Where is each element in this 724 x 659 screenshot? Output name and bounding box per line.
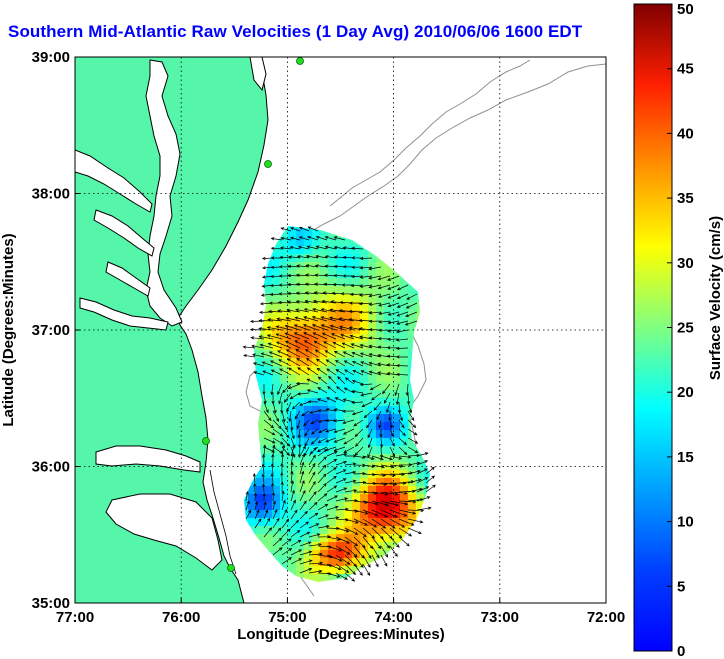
x-tick-label: 74:00 xyxy=(374,609,412,626)
x-tick-label: 76:00 xyxy=(162,609,200,626)
colorbar: 0 5 10 15 20 25 30 35 40 45 50 Surface Velocity (c… xyxy=(633,1,724,659)
x-tick-label: 73:00 xyxy=(481,609,519,626)
station-marker[interactable] xyxy=(264,160,272,168)
bathymetry-contour xyxy=(329,59,531,207)
y-tick-label: 36:00 xyxy=(32,459,70,476)
colorbar-tick-label: 30 xyxy=(677,255,694,272)
plot-frame xyxy=(74,56,607,604)
colorbar-tick-label: 25 xyxy=(677,320,694,337)
grid-lines xyxy=(74,56,607,604)
colorbar-tick-label: 5 xyxy=(677,578,685,595)
y-tick-label: 39:00 xyxy=(32,49,70,66)
x-tick-label: 72:00 xyxy=(587,609,625,626)
barrier-islands xyxy=(209,469,237,575)
bathymetry-contour xyxy=(407,329,427,463)
chesapeake-bay xyxy=(145,59,183,327)
albemarle-sound xyxy=(95,445,201,473)
x-axis-label: Longitude (Degrees:Minutes) xyxy=(237,626,445,643)
colorbar-label: Surface Velocity (cm/s) xyxy=(707,216,724,380)
delaware-bay xyxy=(249,57,267,92)
y-tick-label: 35:00 xyxy=(32,595,70,612)
y-tick-label: 37:00 xyxy=(32,322,70,339)
x-tick-label: 77:00 xyxy=(56,609,94,626)
york-river xyxy=(105,261,151,297)
colorbar-tick-label: 35 xyxy=(677,190,694,207)
colorbar-tick-label: 0 xyxy=(677,643,685,659)
rappahannock-river xyxy=(93,209,155,257)
y-tick-labels: 39:00 38:00 37:00 36:00 35:00 xyxy=(32,49,70,612)
colorbar-tick-label: 40 xyxy=(677,125,694,142)
bathymetry-contour xyxy=(245,367,263,413)
pamlico-sound xyxy=(105,493,223,571)
station-marker[interactable] xyxy=(227,564,235,572)
station-marker[interactable] xyxy=(202,437,210,445)
colorbar-tick-label: 20 xyxy=(677,384,694,401)
colorbar-tick-label: 10 xyxy=(677,514,694,531)
colorbar-tick-label: 50 xyxy=(677,1,694,18)
colorbar-tick-label: 45 xyxy=(677,61,694,78)
colorbar-tick-label: 15 xyxy=(677,449,694,466)
map-plot-area[interactable] xyxy=(74,56,607,604)
map-title: Southern Mid-Atlantic Raw Velocities (1 … xyxy=(8,22,583,41)
x-tick-label: 75:00 xyxy=(268,609,306,626)
y-axis-label: Latitude (Degrees:Minutes) xyxy=(0,233,17,426)
y-tick-label: 38:00 xyxy=(32,186,70,203)
station-marker[interactable] xyxy=(296,57,304,65)
station-markers xyxy=(202,57,304,572)
potomac-river xyxy=(75,149,153,213)
x-tick-labels: 77:00 76:00 75:00 74:00 73:00 72:00 xyxy=(56,609,625,626)
colorbar-gradient xyxy=(633,3,673,652)
